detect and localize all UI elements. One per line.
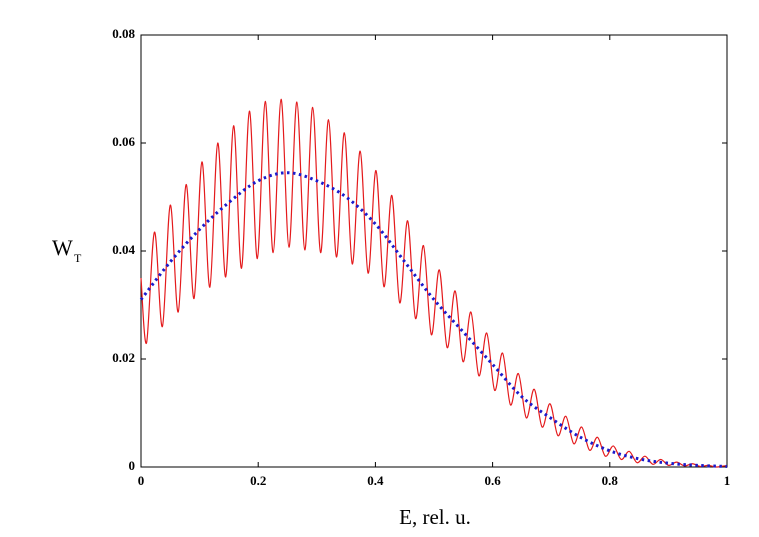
data-line	[139, 171, 728, 468]
data-line	[140, 98, 728, 468]
y-axis-label-subscript: T	[74, 251, 82, 265]
y-tick-label: 0.02	[112, 350, 135, 365]
y-tick-label: 0	[129, 458, 136, 473]
y-tick-label: 0.08	[112, 26, 135, 41]
y-tick-label: 0.06	[112, 134, 135, 149]
y-axis-label: W	[52, 235, 73, 260]
x-tick-label: 0.2	[250, 473, 266, 488]
x-tick-label: 0.6	[484, 473, 501, 488]
plot-frame	[140, 34, 728, 468]
y-tick-label: 0.04	[112, 242, 135, 257]
x-axis-label: E, rel. u.	[399, 505, 471, 529]
x-tick-label: 1	[724, 473, 731, 488]
x-tick-label: 0.4	[367, 473, 384, 488]
x-tick-label: 0.8	[602, 473, 619, 488]
x-tick-label: 0	[138, 473, 145, 488]
